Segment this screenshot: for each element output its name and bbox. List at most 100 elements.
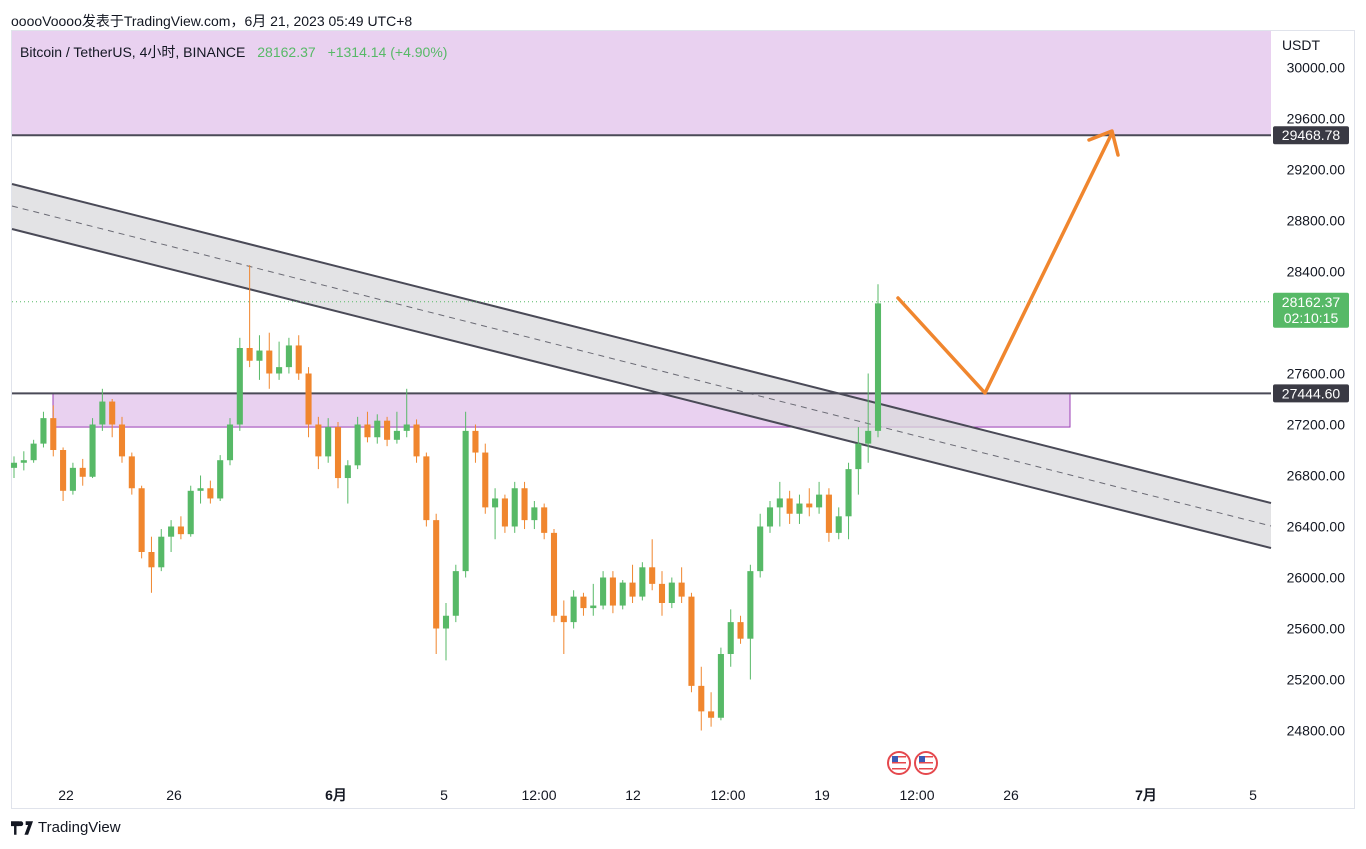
candle[interactable] (364, 411, 371, 443)
candle[interactable] (256, 335, 263, 380)
candle[interactable] (79, 458, 86, 486)
candle[interactable] (835, 507, 842, 540)
candle[interactable] (776, 481, 783, 527)
candle-body (118, 424, 126, 457)
candle[interactable] (40, 411, 47, 448)
candle[interactable] (374, 414, 381, 444)
candle[interactable] (511, 481, 518, 533)
chart-frame[interactable] (11, 30, 1355, 809)
candle[interactable] (658, 571, 666, 616)
candle[interactable] (423, 452, 430, 527)
candle[interactable] (865, 373, 872, 463)
candle[interactable] (629, 564, 636, 603)
candle[interactable] (315, 416, 322, 470)
candle[interactable] (766, 501, 774, 533)
candle[interactable] (825, 488, 832, 542)
candle[interactable] (217, 455, 224, 501)
candle[interactable] (590, 583, 597, 616)
candle[interactable] (708, 692, 715, 727)
candle[interactable] (482, 443, 489, 514)
candle[interactable] (639, 562, 646, 601)
candle[interactable] (305, 367, 312, 438)
projection-path[interactable] (896, 131, 1114, 395)
candle[interactable] (393, 411, 400, 444)
candle[interactable] (619, 580, 626, 610)
candle[interactable] (462, 411, 469, 578)
candle[interactable] (89, 418, 96, 479)
candle[interactable] (168, 520, 175, 552)
channel-midline (11, 205, 1272, 527)
candle[interactable] (207, 480, 214, 504)
candle[interactable] (226, 418, 234, 466)
candle[interactable] (786, 490, 793, 524)
candle[interactable] (50, 405, 57, 457)
candle[interactable] (148, 536, 155, 593)
candle[interactable] (855, 427, 862, 495)
candle[interactable] (334, 421, 342, 489)
candle[interactable] (560, 600, 567, 654)
candle[interactable] (197, 475, 204, 504)
candle[interactable] (266, 332, 273, 389)
candle[interactable] (580, 592, 587, 616)
candle[interactable] (668, 577, 675, 609)
candle[interactable] (433, 513, 440, 654)
candle[interactable] (649, 539, 656, 591)
channel-upper-line[interactable] (11, 183, 1272, 504)
candle[interactable] (276, 341, 283, 380)
candle[interactable] (501, 494, 508, 533)
candle[interactable] (845, 462, 852, 540)
candle[interactable] (678, 567, 685, 603)
candle[interactable] (10, 456, 18, 479)
footer-brand[interactable]: TradingView (11, 819, 121, 836)
channel-lower-line[interactable] (11, 228, 1272, 549)
candle[interactable] (20, 451, 27, 471)
candle[interactable] (30, 439, 37, 463)
candle[interactable] (521, 481, 528, 530)
candle[interactable] (99, 388, 106, 431)
candle[interactable] (158, 529, 165, 572)
candle[interactable] (531, 501, 538, 530)
candle[interactable] (492, 488, 499, 540)
candle[interactable] (384, 416, 391, 447)
candle[interactable] (413, 419, 420, 463)
candle[interactable] (452, 564, 459, 623)
candle[interactable] (698, 666, 705, 731)
candle[interactable] (806, 488, 813, 517)
candle[interactable] (747, 564, 754, 680)
candle[interactable] (344, 460, 351, 504)
us-event-flag-icon[interactable] (914, 751, 938, 775)
candle[interactable] (609, 571, 616, 614)
candle[interactable] (727, 609, 734, 667)
flag-stripe (919, 768, 933, 770)
candle[interactable] (688, 592, 695, 693)
us-event-flag-icon[interactable] (887, 751, 911, 775)
candle[interactable] (128, 452, 135, 495)
candle[interactable] (285, 337, 292, 374)
candle[interactable] (177, 516, 184, 540)
candle[interactable] (796, 494, 803, 524)
candle[interactable] (737, 615, 744, 644)
candle[interactable] (325, 418, 332, 463)
candle[interactable] (442, 603, 450, 661)
candle[interactable] (717, 647, 724, 721)
candle[interactable] (295, 335, 302, 380)
candle[interactable] (600, 571, 607, 610)
candle[interactable] (816, 481, 823, 514)
candle[interactable] (874, 284, 882, 438)
candle[interactable] (403, 388, 410, 438)
candle[interactable] (236, 337, 243, 431)
candle[interactable] (246, 265, 253, 368)
candle[interactable] (69, 462, 76, 495)
candle[interactable] (570, 590, 577, 629)
candle[interactable] (541, 503, 548, 540)
candle[interactable] (187, 485, 194, 537)
candle[interactable] (354, 416, 361, 470)
candle[interactable] (550, 529, 558, 623)
candle[interactable] (138, 485, 145, 559)
candle[interactable] (60, 447, 67, 501)
candle[interactable] (118, 416, 126, 463)
candle[interactable] (757, 513, 764, 578)
candle[interactable] (109, 399, 116, 438)
candle[interactable] (472, 424, 479, 463)
